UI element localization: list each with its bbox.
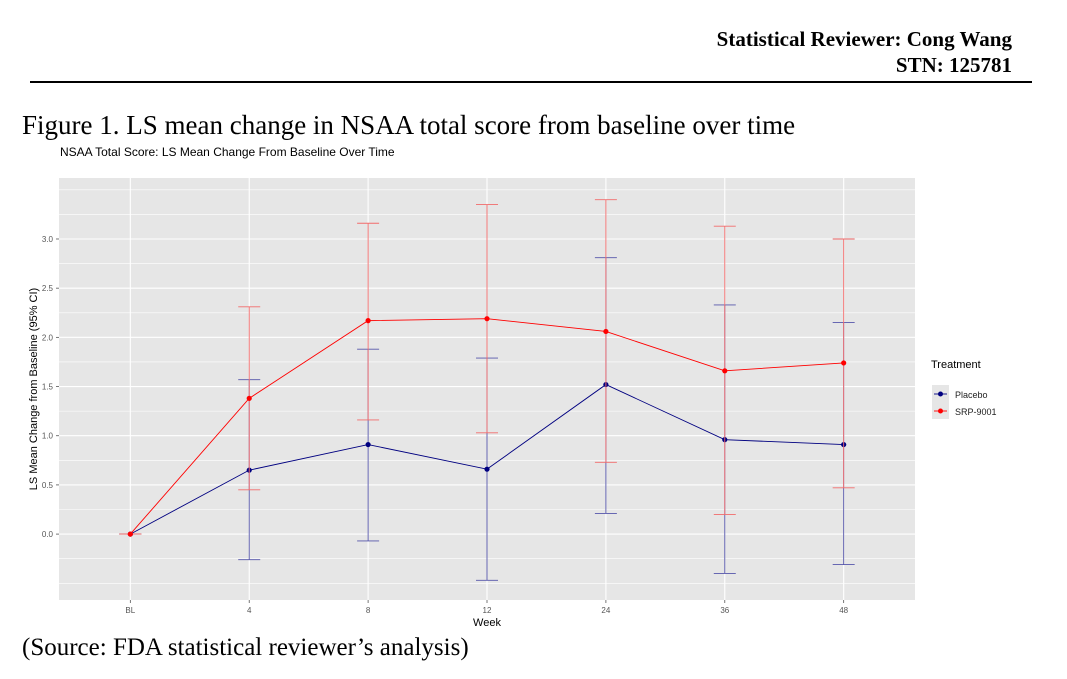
x-axis-label: Week bbox=[473, 617, 501, 629]
legend-key-point bbox=[938, 408, 943, 414]
point-srp-9001 bbox=[841, 360, 847, 366]
point-srp-9001 bbox=[365, 318, 371, 324]
y-axis-label: LS Mean Change from Baseline (95% CI) bbox=[28, 288, 40, 490]
point-placebo bbox=[484, 466, 490, 472]
chart-title: NSAA Total Score: LS Mean Change From Ba… bbox=[60, 145, 395, 159]
header-rule bbox=[30, 81, 1032, 83]
series-srp-9001 bbox=[119, 199, 855, 537]
reviewer-name: Statistical Reviewer: Cong Wang bbox=[716, 27, 1012, 51]
legend-key-background bbox=[932, 385, 949, 419]
y-tick-label: 0.5 bbox=[42, 481, 54, 490]
legend-key-point bbox=[938, 391, 943, 397]
legend-label-placebo: Placebo bbox=[955, 390, 988, 400]
y-tick-label: 1.0 bbox=[42, 432, 54, 441]
x-tick-label: 48 bbox=[839, 606, 848, 615]
y-tick-label: 1.5 bbox=[42, 383, 54, 392]
x-tick-label: BL bbox=[125, 606, 135, 615]
point-srp-9001 bbox=[127, 531, 133, 537]
x-tick-label: 4 bbox=[247, 606, 252, 615]
y-tick-label: 2.0 bbox=[42, 333, 54, 342]
y-tick-label: 0.0 bbox=[42, 530, 54, 539]
point-srp-9001 bbox=[722, 368, 728, 374]
figure-caption: Figure 1. LS mean change in NSAA total s… bbox=[22, 110, 796, 140]
y-tick-label: 2.5 bbox=[42, 284, 54, 293]
source-note: (Source: FDA statistical reviewer’s anal… bbox=[22, 634, 469, 661]
x-tick-label: 36 bbox=[720, 606, 729, 615]
point-srp-9001 bbox=[484, 316, 490, 322]
y-tick-label: 3.0 bbox=[42, 235, 54, 244]
point-placebo bbox=[365, 441, 371, 448]
legend-title: Treatment bbox=[931, 359, 981, 371]
x-tick-label: 8 bbox=[366, 606, 371, 615]
point-srp-9001 bbox=[603, 328, 609, 335]
legend: Treatment Placebo SRP-9001 bbox=[931, 359, 997, 419]
x-tick-label: 24 bbox=[601, 606, 610, 615]
point-srp-9001 bbox=[246, 395, 252, 401]
legend-label-srp-9001: SRP-9001 bbox=[955, 407, 997, 417]
x-tick-label: 12 bbox=[483, 606, 492, 615]
stn-number: STN: 125781 bbox=[895, 53, 1012, 77]
